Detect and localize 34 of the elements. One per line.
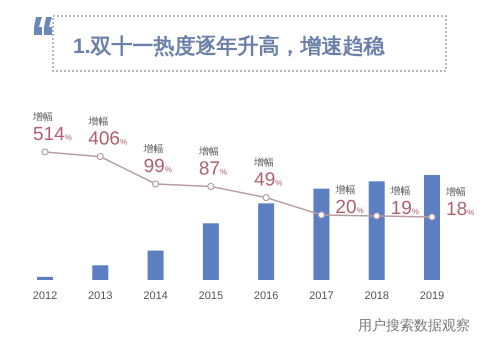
data-label: 增幅 19% bbox=[390, 184, 419, 219]
point bbox=[373, 212, 380, 220]
bar bbox=[148, 250, 164, 280]
text: 用户搜索数据观察 bbox=[358, 317, 470, 333]
data-label: 增幅 99% bbox=[142, 142, 172, 177]
point bbox=[207, 182, 214, 190]
data-label: 增幅 87% bbox=[198, 145, 228, 180]
x-tick-label: 2014 bbox=[143, 290, 168, 302]
point bbox=[152, 180, 160, 188]
x-tick-label: 2013 bbox=[88, 290, 113, 302]
point bbox=[96, 152, 104, 160]
data-label: 增幅 18% bbox=[445, 186, 474, 220]
bar bbox=[202, 223, 219, 280]
bar bbox=[424, 175, 440, 280]
x-tick-label: 2018 bbox=[364, 290, 389, 302]
bar bbox=[313, 188, 330, 280]
data-label: 增幅 49% bbox=[253, 156, 282, 191]
bar bbox=[368, 181, 385, 280]
x-tick-label: 2016 bbox=[254, 290, 278, 302]
bar bbox=[258, 203, 274, 280]
x-tick-label: 2015 bbox=[198, 290, 224, 302]
point bbox=[428, 213, 436, 221]
bar bbox=[37, 276, 53, 280]
x-tick-label: 2019 bbox=[420, 290, 444, 302]
bar bbox=[92, 265, 108, 280]
x-tick-label: 2012 bbox=[32, 290, 58, 302]
chart-title: 1.双十一热度逐年升高，增速趋稳 bbox=[73, 34, 386, 58]
point bbox=[318, 211, 326, 219]
data-label: 增幅 514% bbox=[32, 111, 72, 145]
data-label: 增幅 20% bbox=[334, 184, 364, 218]
point bbox=[41, 148, 49, 156]
data-label: 增幅 406% bbox=[87, 116, 128, 150]
point bbox=[262, 194, 270, 202]
x-tick-label: 2017 bbox=[309, 290, 334, 302]
